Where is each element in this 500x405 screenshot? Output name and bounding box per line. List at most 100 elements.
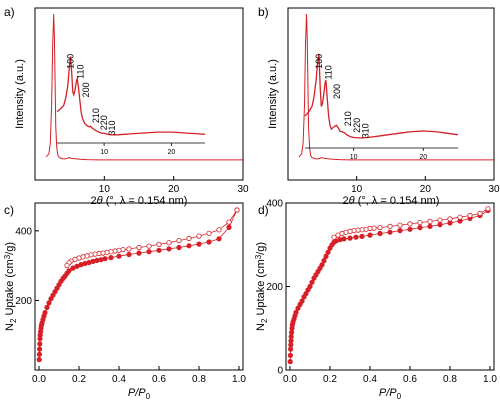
adsorption-point (66, 268, 72, 274)
adsorption-point (288, 333, 294, 340)
adsorption-point (347, 235, 353, 241)
adsorption-point (437, 222, 443, 228)
desorption-line-c (66, 209, 238, 266)
y-axis-label-b: Intensity (a.u.) (267, 59, 279, 129)
adsorption-point (42, 309, 48, 316)
desorption-point (226, 219, 232, 225)
adsorption-point (321, 257, 327, 264)
adsorption-point (176, 244, 182, 251)
desorption-point (485, 206, 491, 212)
adsorption-point (325, 249, 331, 255)
inset-curve-b (304, 53, 459, 139)
adsorption-point (417, 225, 423, 231)
plot-frame-a (34, 7, 244, 181)
panel-label-b: b) (258, 5, 269, 19)
panel-a: a) 10 20 30 2θ (°, λ = 0.154 nm) Intensity (a… (4, 5, 249, 207)
x-tick-label-d: 0.2 (323, 374, 337, 385)
inset-curve-a (56, 56, 206, 136)
desorption-point (387, 223, 393, 229)
y-axis-label-d: N2 Uptake (cm3/g) (254, 242, 269, 331)
adsorption-point (46, 300, 52, 306)
peak-label: 110 (76, 65, 86, 79)
panel-c: c) 0.0 0.2 0.4 0.6 0.8 1.0 200 400 P/P0 N2 Uptake … (3, 202, 246, 401)
adsorption-point (108, 255, 114, 261)
adsorption-point (36, 346, 43, 352)
x-tick-label-b: 10 (351, 184, 363, 195)
x-tick-label-c: 0.2 (72, 374, 86, 385)
peak-label: 110 (324, 65, 334, 79)
adsorption-point (186, 243, 192, 249)
desorption-point (377, 225, 383, 231)
adsorption-point (287, 346, 294, 352)
panel-label-c: c) (4, 203, 14, 217)
inset-tick-label-a: 10 (100, 149, 108, 156)
adsorption-point (288, 338, 294, 344)
x-tick-label-d: 0.6 (403, 374, 417, 385)
desorption-point (64, 262, 70, 269)
adsorption-point (116, 253, 122, 259)
adsorption-point (226, 224, 232, 230)
desorption-point (335, 232, 341, 238)
desorption-point (417, 220, 423, 226)
desorption-point (126, 246, 132, 252)
y-tick-label-d: 0 (277, 366, 283, 377)
adsorption-point (36, 356, 42, 363)
adsorption-point (307, 283, 313, 290)
desorption-point (146, 243, 152, 249)
desorption-point (437, 217, 443, 223)
y-tick-label-d: 400 (266, 199, 283, 210)
inset-tick-label-a: 20 (167, 149, 175, 156)
adsorption-point (36, 351, 43, 357)
desorption-point (176, 238, 182, 244)
y-tick-label-c: 200 (15, 296, 32, 307)
desorption-point (397, 222, 403, 228)
x-tick-label-c: 0.0 (32, 374, 46, 385)
adsorption-point (37, 341, 43, 347)
panel-label-a: a) (4, 5, 15, 19)
adsorption-point (196, 241, 202, 247)
inset-tick-label-b: 20 (419, 154, 427, 161)
desorption-point (234, 207, 240, 213)
x-tick-label-c: 0.4 (112, 374, 126, 385)
xrd-curve-a (45, 13, 243, 161)
y-tick-label-d: 200 (266, 282, 283, 293)
peak-label: 100 (314, 54, 324, 69)
y-axis-label-a: Intensity (a.u.) (14, 59, 26, 129)
x-tick-label-a: 10 (99, 184, 111, 195)
adsorption-point (299, 298, 305, 304)
x-tick-label-c: 0.8 (192, 374, 206, 385)
y-axis-label-c: N2 Uptake (cm3/g) (3, 242, 18, 331)
adsorption-point (341, 236, 347, 242)
adsorption-point (126, 251, 132, 258)
peak-label: 210 (343, 111, 353, 126)
x-tick-label-d: 0.4 (363, 374, 377, 385)
desorption-point (457, 214, 463, 220)
adsorption-point (323, 253, 329, 259)
desorption-point (467, 212, 473, 219)
adsorption-point (206, 239, 212, 245)
x-axis-label-d: P/P0 (379, 387, 402, 401)
x-tick-label-c: 0.6 (152, 374, 166, 385)
x-axis-label-a: 2θ (°, λ = 0.154 nm) (91, 195, 188, 207)
adsorption-point (156, 247, 162, 253)
adsorption-point (367, 232, 373, 238)
inset-tick-label-b: 10 (350, 154, 358, 161)
adsorption-point (44, 304, 50, 310)
x-tick-label-a: 20 (168, 184, 180, 195)
desorption-point (331, 234, 337, 240)
peak-label: 200 (332, 84, 342, 99)
desorption-point (186, 235, 192, 242)
x-tick-label-a: 30 (237, 184, 249, 195)
x-tick-label-d: 0.8 (443, 374, 457, 385)
x-tick-label-b: 30 (488, 184, 500, 195)
desorption-point (156, 241, 162, 247)
x-tick-label-d: 1.0 (483, 374, 497, 385)
adsorption-point (387, 229, 393, 235)
adsorption-point (319, 262, 325, 268)
y-tick-label-c: 400 (15, 226, 32, 237)
adsorption-point (359, 233, 365, 239)
x-axis-label-c: P/P0 (128, 387, 151, 401)
plot-frame-b (287, 7, 495, 181)
